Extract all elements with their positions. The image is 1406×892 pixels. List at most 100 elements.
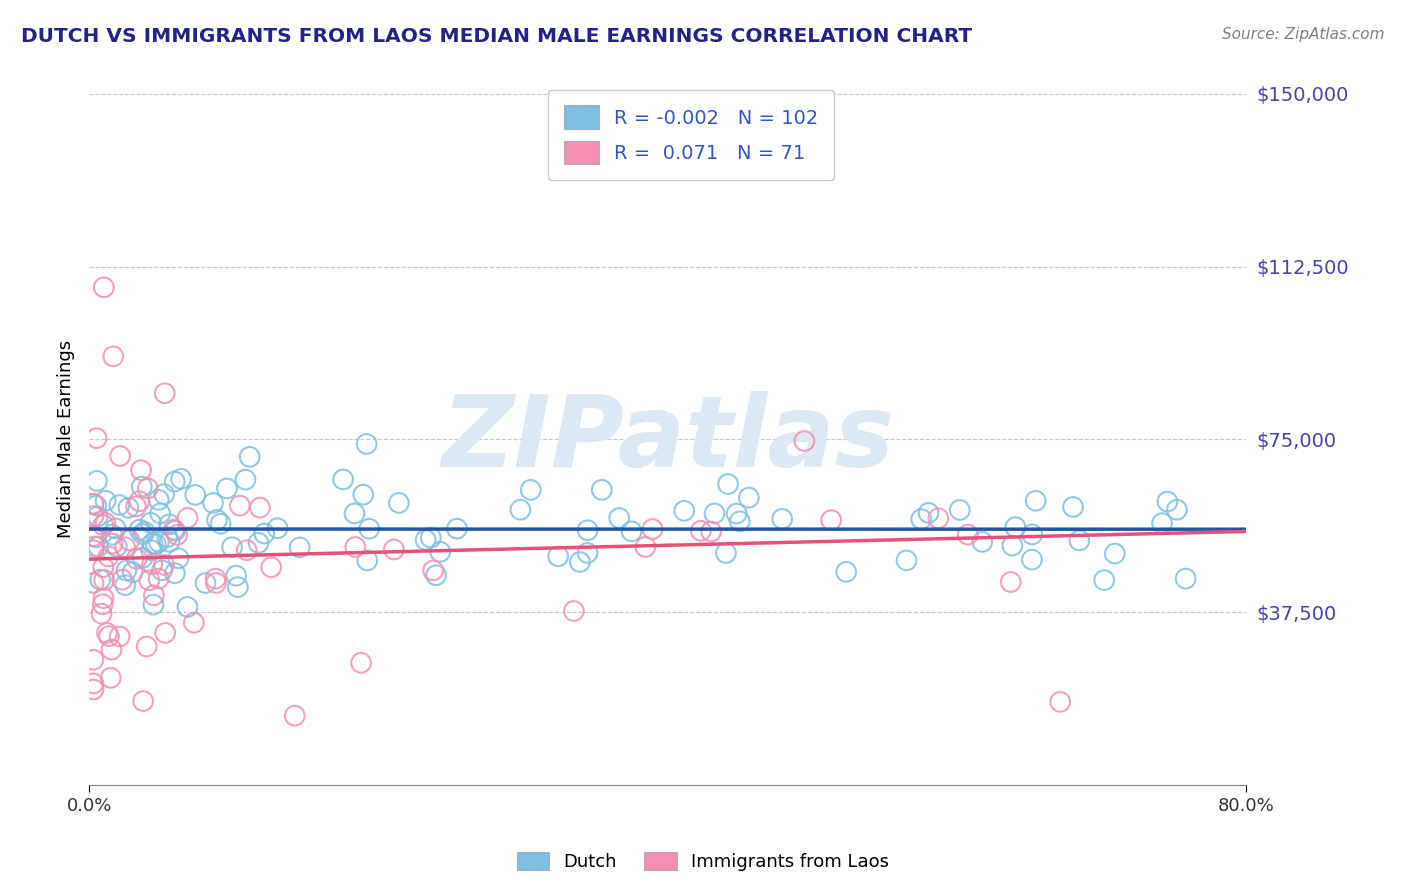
Point bbox=[100, 642, 122, 657]
Point bbox=[239, 450, 262, 464]
Point bbox=[82, 509, 104, 524]
Point bbox=[82, 543, 104, 558]
Point bbox=[1150, 516, 1173, 530]
Point bbox=[118, 533, 141, 548]
Point bbox=[115, 564, 138, 578]
Point bbox=[1062, 500, 1084, 514]
Point bbox=[132, 694, 155, 708]
Point bbox=[917, 506, 939, 520]
Point bbox=[82, 497, 104, 511]
Point bbox=[896, 553, 918, 567]
Point bbox=[93, 573, 115, 587]
Point bbox=[1021, 552, 1043, 566]
Point bbox=[150, 563, 173, 577]
Point bbox=[108, 498, 131, 512]
Point bbox=[509, 502, 531, 516]
Point bbox=[205, 576, 228, 591]
Point bbox=[83, 540, 105, 554]
Point bbox=[202, 496, 225, 510]
Point bbox=[163, 523, 186, 537]
Point bbox=[132, 527, 155, 541]
Point bbox=[86, 431, 108, 445]
Text: Source: ZipAtlas.com: Source: ZipAtlas.com bbox=[1222, 27, 1385, 42]
Point bbox=[714, 546, 737, 560]
Point bbox=[138, 574, 160, 588]
Point bbox=[247, 536, 270, 550]
Point bbox=[576, 523, 599, 537]
Point bbox=[96, 626, 118, 640]
Point bbox=[620, 524, 643, 539]
Point bbox=[108, 449, 131, 463]
Point bbox=[82, 653, 104, 667]
Point bbox=[568, 555, 591, 569]
Point bbox=[1104, 547, 1126, 561]
Point bbox=[84, 499, 107, 513]
Point bbox=[641, 522, 664, 536]
Point bbox=[205, 513, 228, 527]
Point bbox=[519, 483, 541, 497]
Point bbox=[725, 507, 748, 521]
Point bbox=[131, 550, 153, 565]
Point bbox=[166, 528, 188, 542]
Point bbox=[89, 573, 111, 587]
Point bbox=[1069, 533, 1091, 548]
Point bbox=[148, 492, 170, 507]
Point bbox=[148, 535, 170, 549]
Y-axis label: Median Male Earnings: Median Male Earnings bbox=[58, 340, 75, 539]
Point bbox=[770, 512, 793, 526]
Point bbox=[419, 531, 441, 545]
Point bbox=[108, 630, 131, 644]
Point bbox=[225, 568, 247, 582]
Point bbox=[128, 523, 150, 537]
Point bbox=[204, 572, 226, 586]
Point bbox=[82, 676, 104, 690]
Point bbox=[97, 549, 120, 564]
Point bbox=[90, 607, 112, 621]
Point bbox=[634, 540, 657, 554]
Point bbox=[1156, 494, 1178, 508]
Point bbox=[576, 546, 599, 560]
Point bbox=[103, 350, 125, 364]
Text: DUTCH VS IMMIGRANTS FROM LAOS MEDIAN MALE EARNINGS CORRELATION CHART: DUTCH VS IMMIGRANTS FROM LAOS MEDIAN MAL… bbox=[21, 27, 972, 45]
Point bbox=[562, 604, 585, 618]
Point bbox=[148, 572, 170, 586]
Point bbox=[129, 463, 152, 477]
Point bbox=[153, 487, 176, 501]
Point bbox=[93, 591, 115, 606]
Point bbox=[1004, 520, 1026, 534]
Point bbox=[131, 480, 153, 494]
Point bbox=[215, 482, 238, 496]
Point bbox=[927, 511, 949, 525]
Point bbox=[425, 568, 447, 582]
Point bbox=[235, 543, 257, 558]
Point bbox=[125, 551, 148, 566]
Point bbox=[835, 565, 858, 579]
Point bbox=[356, 553, 378, 567]
Point bbox=[156, 530, 179, 544]
Point bbox=[226, 580, 249, 594]
Point bbox=[700, 524, 723, 539]
Point bbox=[157, 517, 180, 532]
Point bbox=[422, 563, 444, 577]
Point bbox=[820, 513, 842, 527]
Point bbox=[956, 527, 979, 541]
Point bbox=[1001, 539, 1024, 553]
Point bbox=[547, 549, 569, 564]
Point bbox=[94, 516, 117, 530]
Point bbox=[170, 472, 193, 486]
Point bbox=[266, 521, 288, 535]
Point bbox=[949, 503, 972, 517]
Point bbox=[94, 493, 117, 508]
Point bbox=[1092, 573, 1115, 587]
Point bbox=[87, 540, 110, 554]
Point bbox=[1025, 493, 1047, 508]
Point bbox=[415, 533, 437, 547]
Point bbox=[209, 516, 232, 531]
Point bbox=[117, 500, 139, 515]
Point bbox=[101, 527, 124, 541]
Point bbox=[114, 578, 136, 592]
Point bbox=[288, 541, 311, 555]
Point bbox=[1166, 502, 1188, 516]
Point bbox=[114, 541, 136, 555]
Point bbox=[249, 500, 271, 515]
